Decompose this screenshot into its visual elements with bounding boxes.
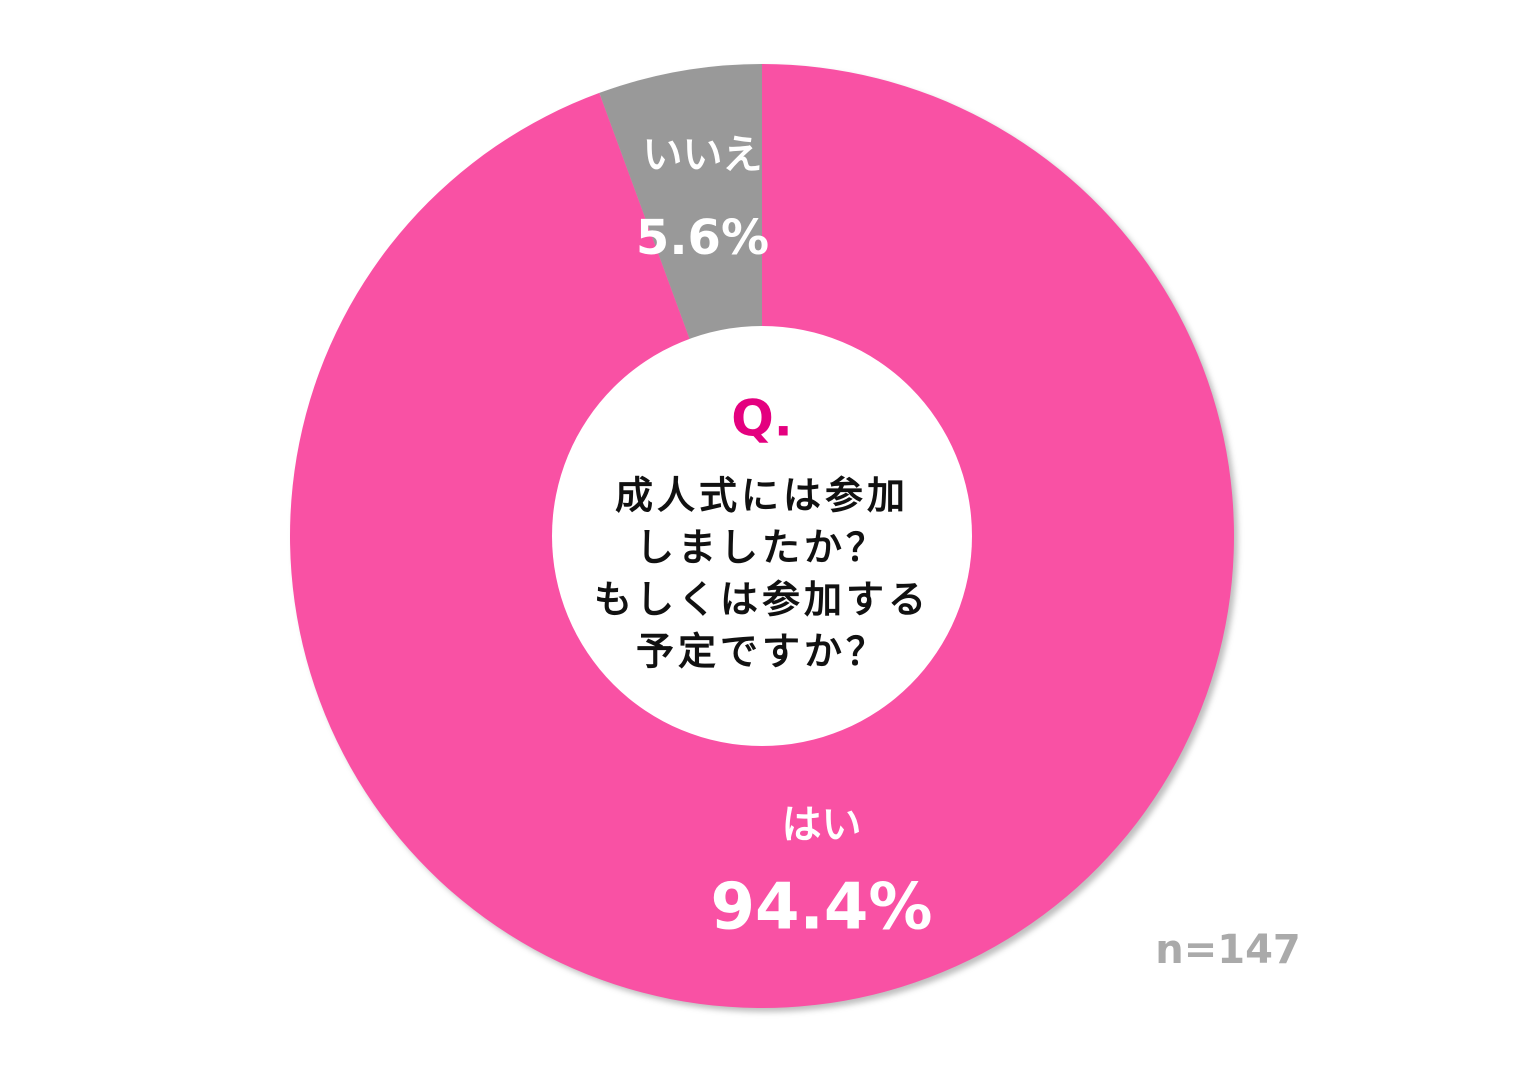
donut-hole xyxy=(552,326,972,746)
question-line: 予定ですか？ xyxy=(636,630,888,674)
slice-value-label: 5.6% xyxy=(636,210,769,266)
question-line: 成人式には参加 xyxy=(615,474,909,518)
slice-label: はい xyxy=(782,802,862,848)
question-line: しましたか？ xyxy=(636,526,888,570)
center-title: Q. xyxy=(731,390,793,448)
slice-label: いいえ xyxy=(642,132,762,178)
slice-value-label: 94.4% xyxy=(710,870,932,944)
sample-note: n=147 xyxy=(1155,927,1301,973)
question-line: もしくは参加する xyxy=(594,578,930,622)
